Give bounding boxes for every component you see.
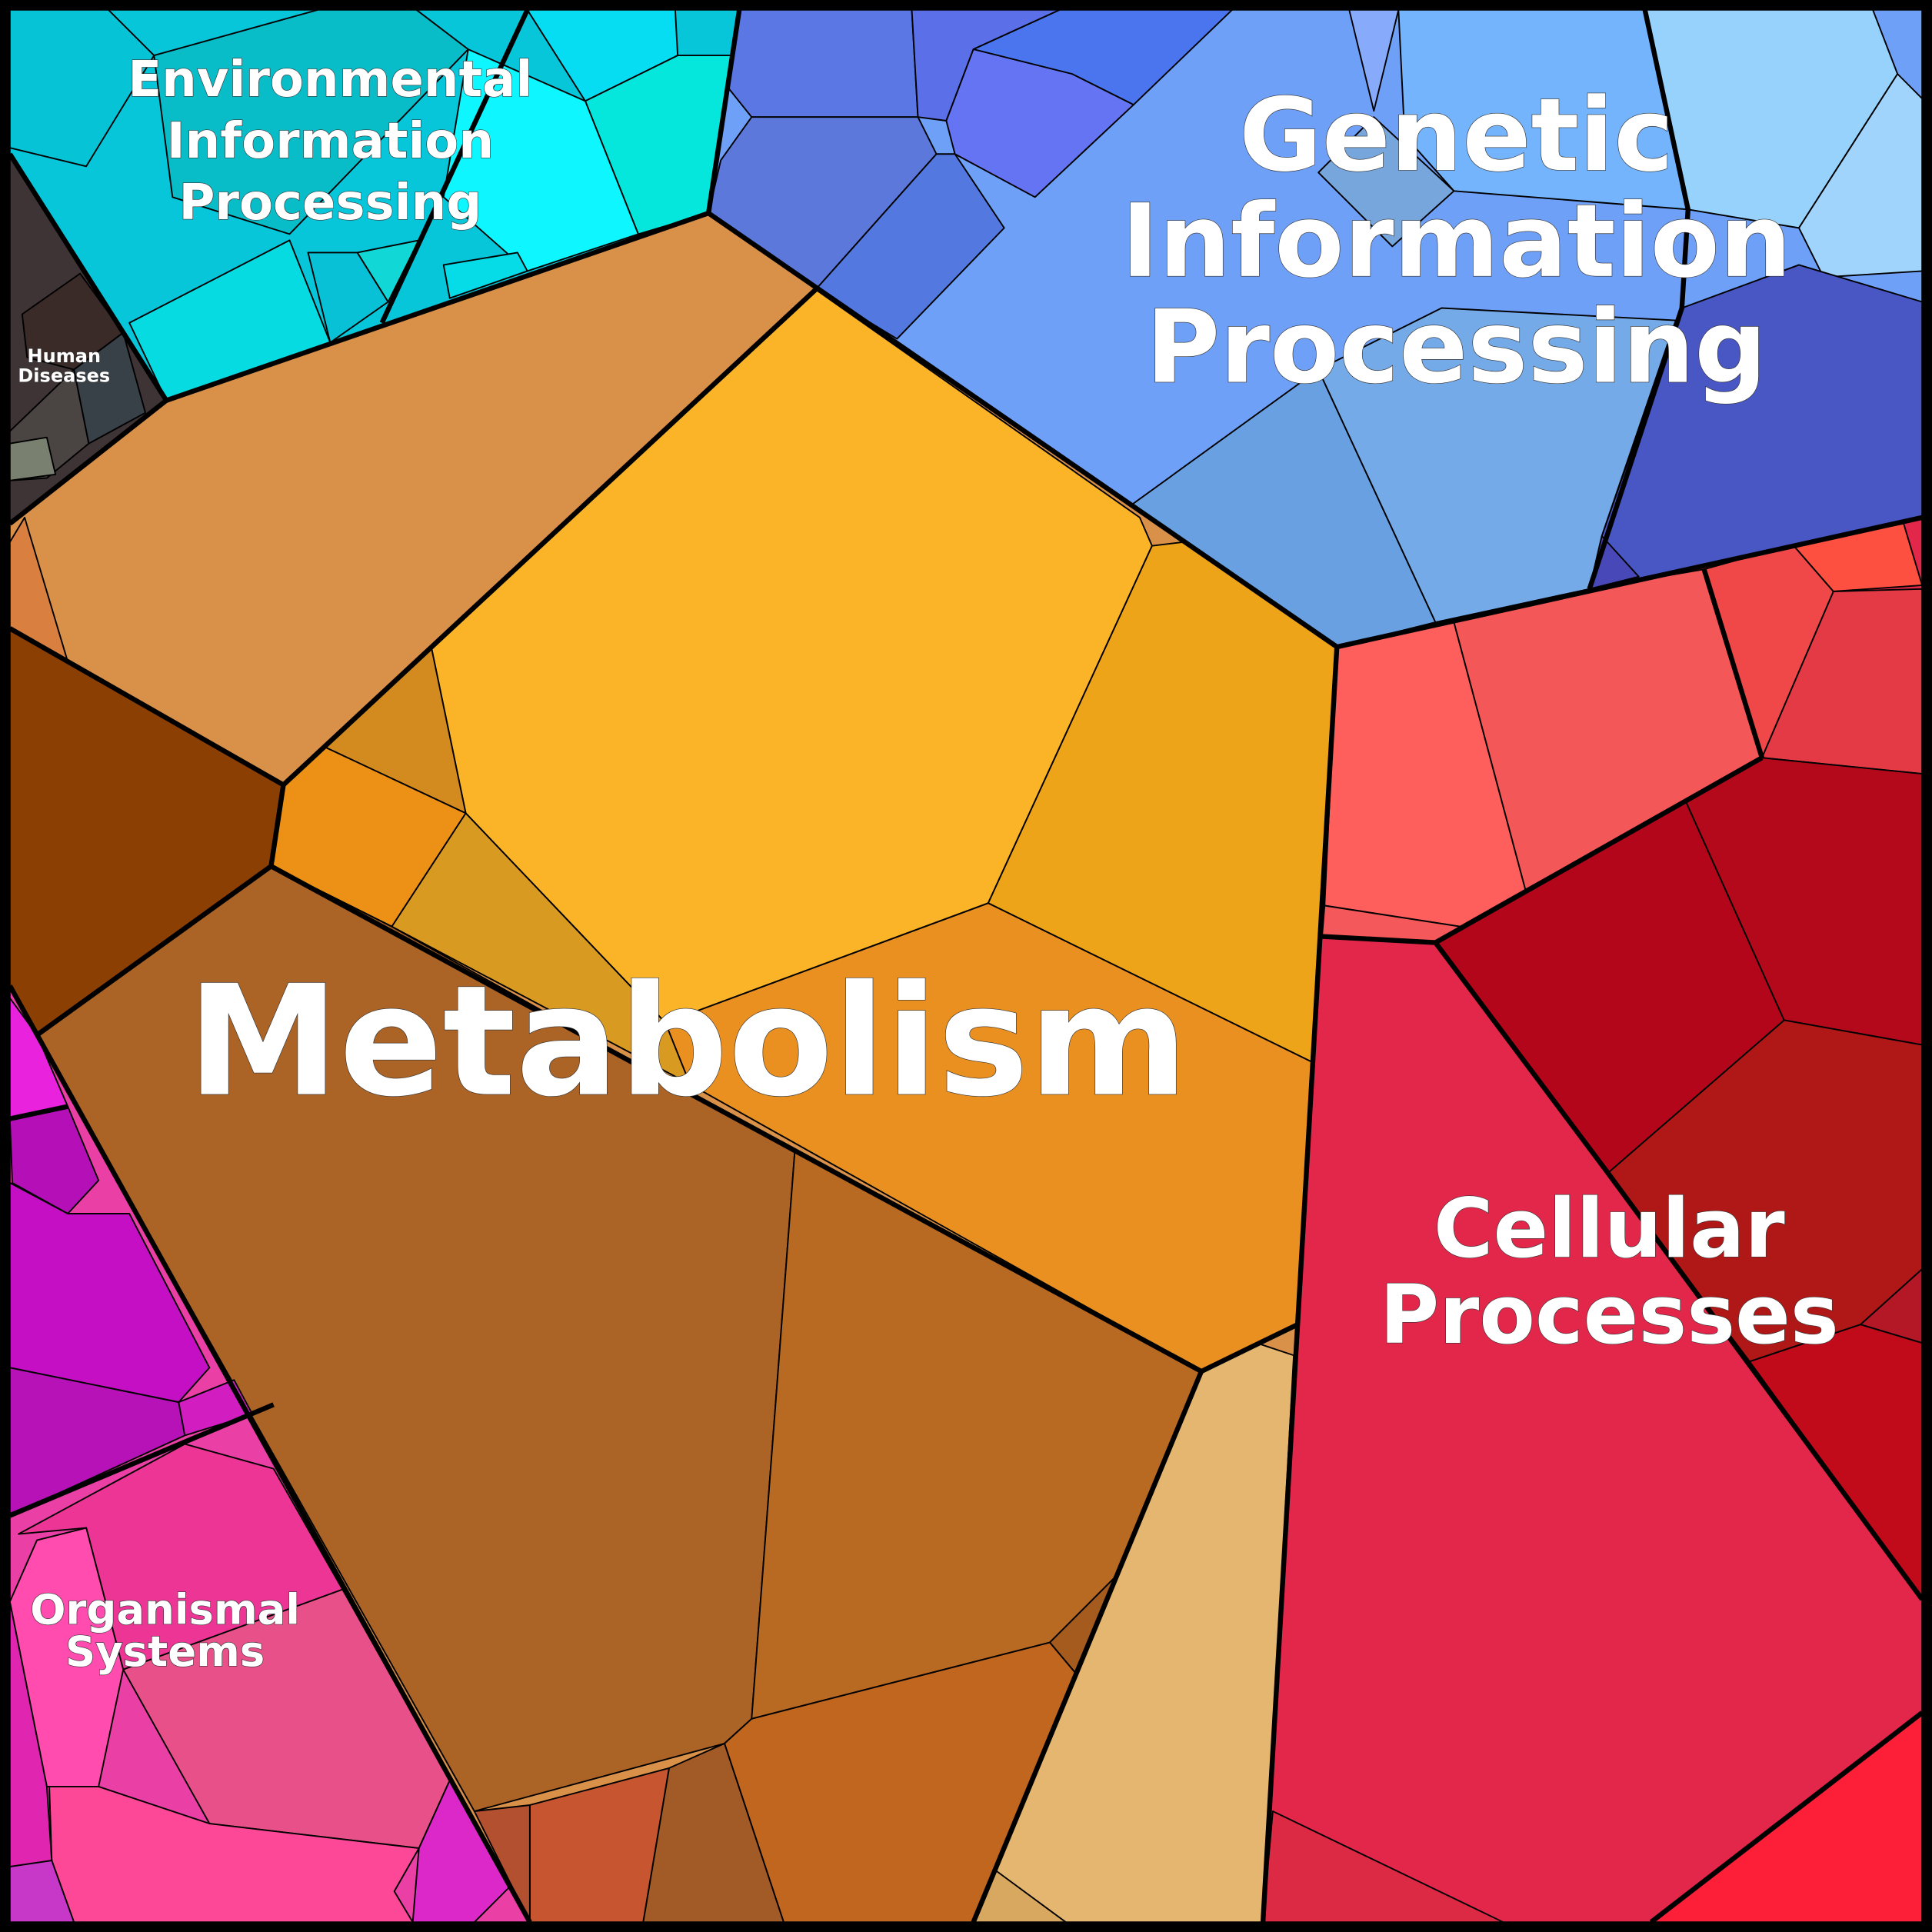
cell [1317,307,1677,623]
border [1649,1710,1924,1924]
region-label: Human Diseases [18,345,110,387]
border [971,1370,1204,1924]
cell [391,812,691,1085]
border [1321,755,1764,945]
region-label: Metabolism [187,953,1188,1131]
cell [8,436,57,481]
border [1587,9,1690,590]
border [9,1104,68,1121]
border [1701,568,1764,759]
region-label: Genetic Information Processing [1121,76,1792,406]
cell [814,153,1005,340]
cell [442,251,528,299]
border [281,288,818,787]
border [379,8,530,325]
labels: Environmental Information Processing Genet… [18,51,1840,1676]
cell [1317,116,1455,248]
cell [411,1779,512,1924]
border [8,1402,275,1518]
cell [726,8,919,118]
cell [442,48,639,272]
border [1260,646,1340,1923]
region-label: Cellular Processes [1380,1181,1839,1362]
region-label: Organismal Systems [30,1584,300,1675]
border [8,984,532,1924]
border [8,626,286,1038]
border [1433,941,1924,1601]
region-label: Environmental Information Processing [128,52,532,232]
